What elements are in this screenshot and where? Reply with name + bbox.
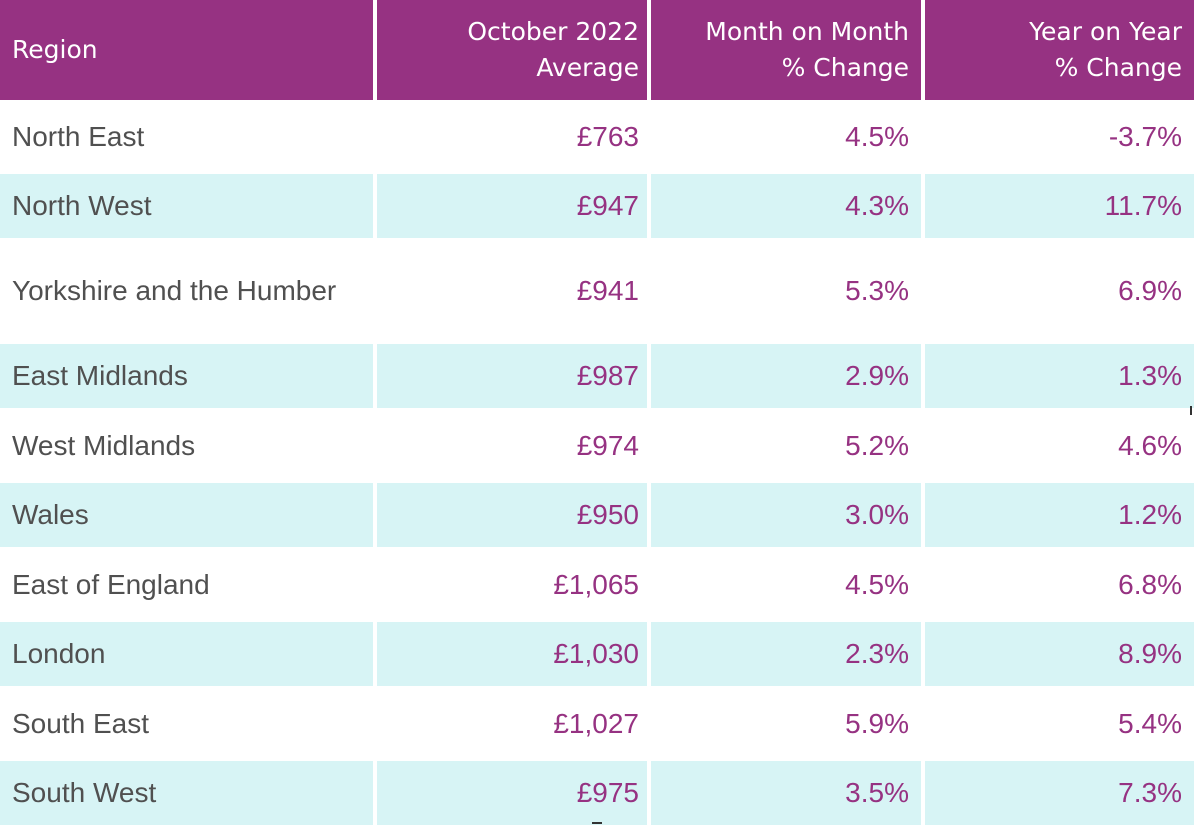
cell-month-change: 3.0% [651,483,921,547]
cell-month-change: 5.2% [845,429,909,461]
table-row: East Midlands £987 2.9% 1.3% [0,344,1194,408]
cell-region: East of England [12,568,210,600]
header-line: October 2022 [467,17,639,46]
cell-month-change: 4.5% [845,121,909,152]
cell-year-change: -3.7% [1108,121,1182,152]
cell-average: £1,027 [553,707,639,739]
table-row: Wales £950 3.0% 1.2% [0,483,1194,547]
cell-average: £1,030 [377,622,647,686]
cell-average: £1,065 [553,568,639,600]
cell-region: South East [12,707,149,739]
cell-month-change: 2.3% [651,622,921,686]
cell-year-change: 6.8% [1118,568,1182,600]
table-row: East of England £1,065 4.5% 6.8% [0,547,1194,622]
table-row: North West £947 4.3% 11.7% [0,174,1194,238]
cell-year-change: 8.9% [925,622,1194,686]
cell-region: London [0,622,373,686]
header-region: Region [0,0,373,100]
cell-year-change: 6.9% [1118,275,1182,306]
header-line: % Change [1054,53,1182,82]
header-line: Month on Month [705,17,909,46]
cell-region: North West [0,174,373,238]
cell-month-change: 3.5% [651,761,921,825]
cell-region: South West [0,761,373,825]
cell-average: £987 [377,344,647,408]
cell-month-change: 5.9% [845,707,909,739]
table-row: London £1,030 2.3% 8.9% [0,622,1194,686]
table-row: South East £1,027 5.9% 5.4% [0,686,1194,761]
cell-region: Yorkshire and the Humber [12,275,337,306]
cell-average: £941 [576,275,639,306]
header-line: Average [536,53,639,82]
cell-region: North East [12,121,145,152]
cell-region: Wales [0,483,373,547]
table-header: Region October 2022 Average Month on Mon… [0,0,1194,100]
edge-mark [592,822,602,824]
cell-average: £974 [576,429,639,461]
cell-month-change: 5.3% [845,275,909,306]
cell-year-change: 7.3% [925,761,1194,825]
cell-average: £950 [377,483,647,547]
header-year-on-year: Year on Year % Change [925,0,1194,100]
cell-month-change: 4.5% [845,568,909,600]
cell-average: £763 [576,121,639,152]
cell-year-change: 1.3% [925,344,1194,408]
table-row: North East £763 4.5% -3.7% [0,100,1194,174]
cell-year-change: 5.4% [1118,707,1182,739]
cell-month-change: 2.9% [651,344,921,408]
table-row: West Midlands £974 5.2% 4.6% [0,408,1194,483]
cell-month-change: 4.3% [651,174,921,238]
edge-mark [1190,406,1192,415]
header-line: % Change [781,53,909,82]
header-line: Year on Year [1029,17,1182,46]
cell-region: West Midlands [12,429,196,461]
cell-region: East Midlands [0,344,373,408]
table-row: South West £975 3.5% 7.3% [0,761,1194,825]
header-october-average: October 2022 Average [377,0,647,100]
cell-year-change: 4.6% [1118,429,1182,461]
header-month-on-month: Month on Month % Change [651,0,921,100]
table-row: Yorkshire and the Humber £941 5.3% 6.9% [0,238,1194,344]
cell-average: £975 [377,761,647,825]
cell-year-change: 11.7% [925,174,1194,238]
cell-year-change: 1.2% [925,483,1194,547]
cell-average: £947 [377,174,647,238]
